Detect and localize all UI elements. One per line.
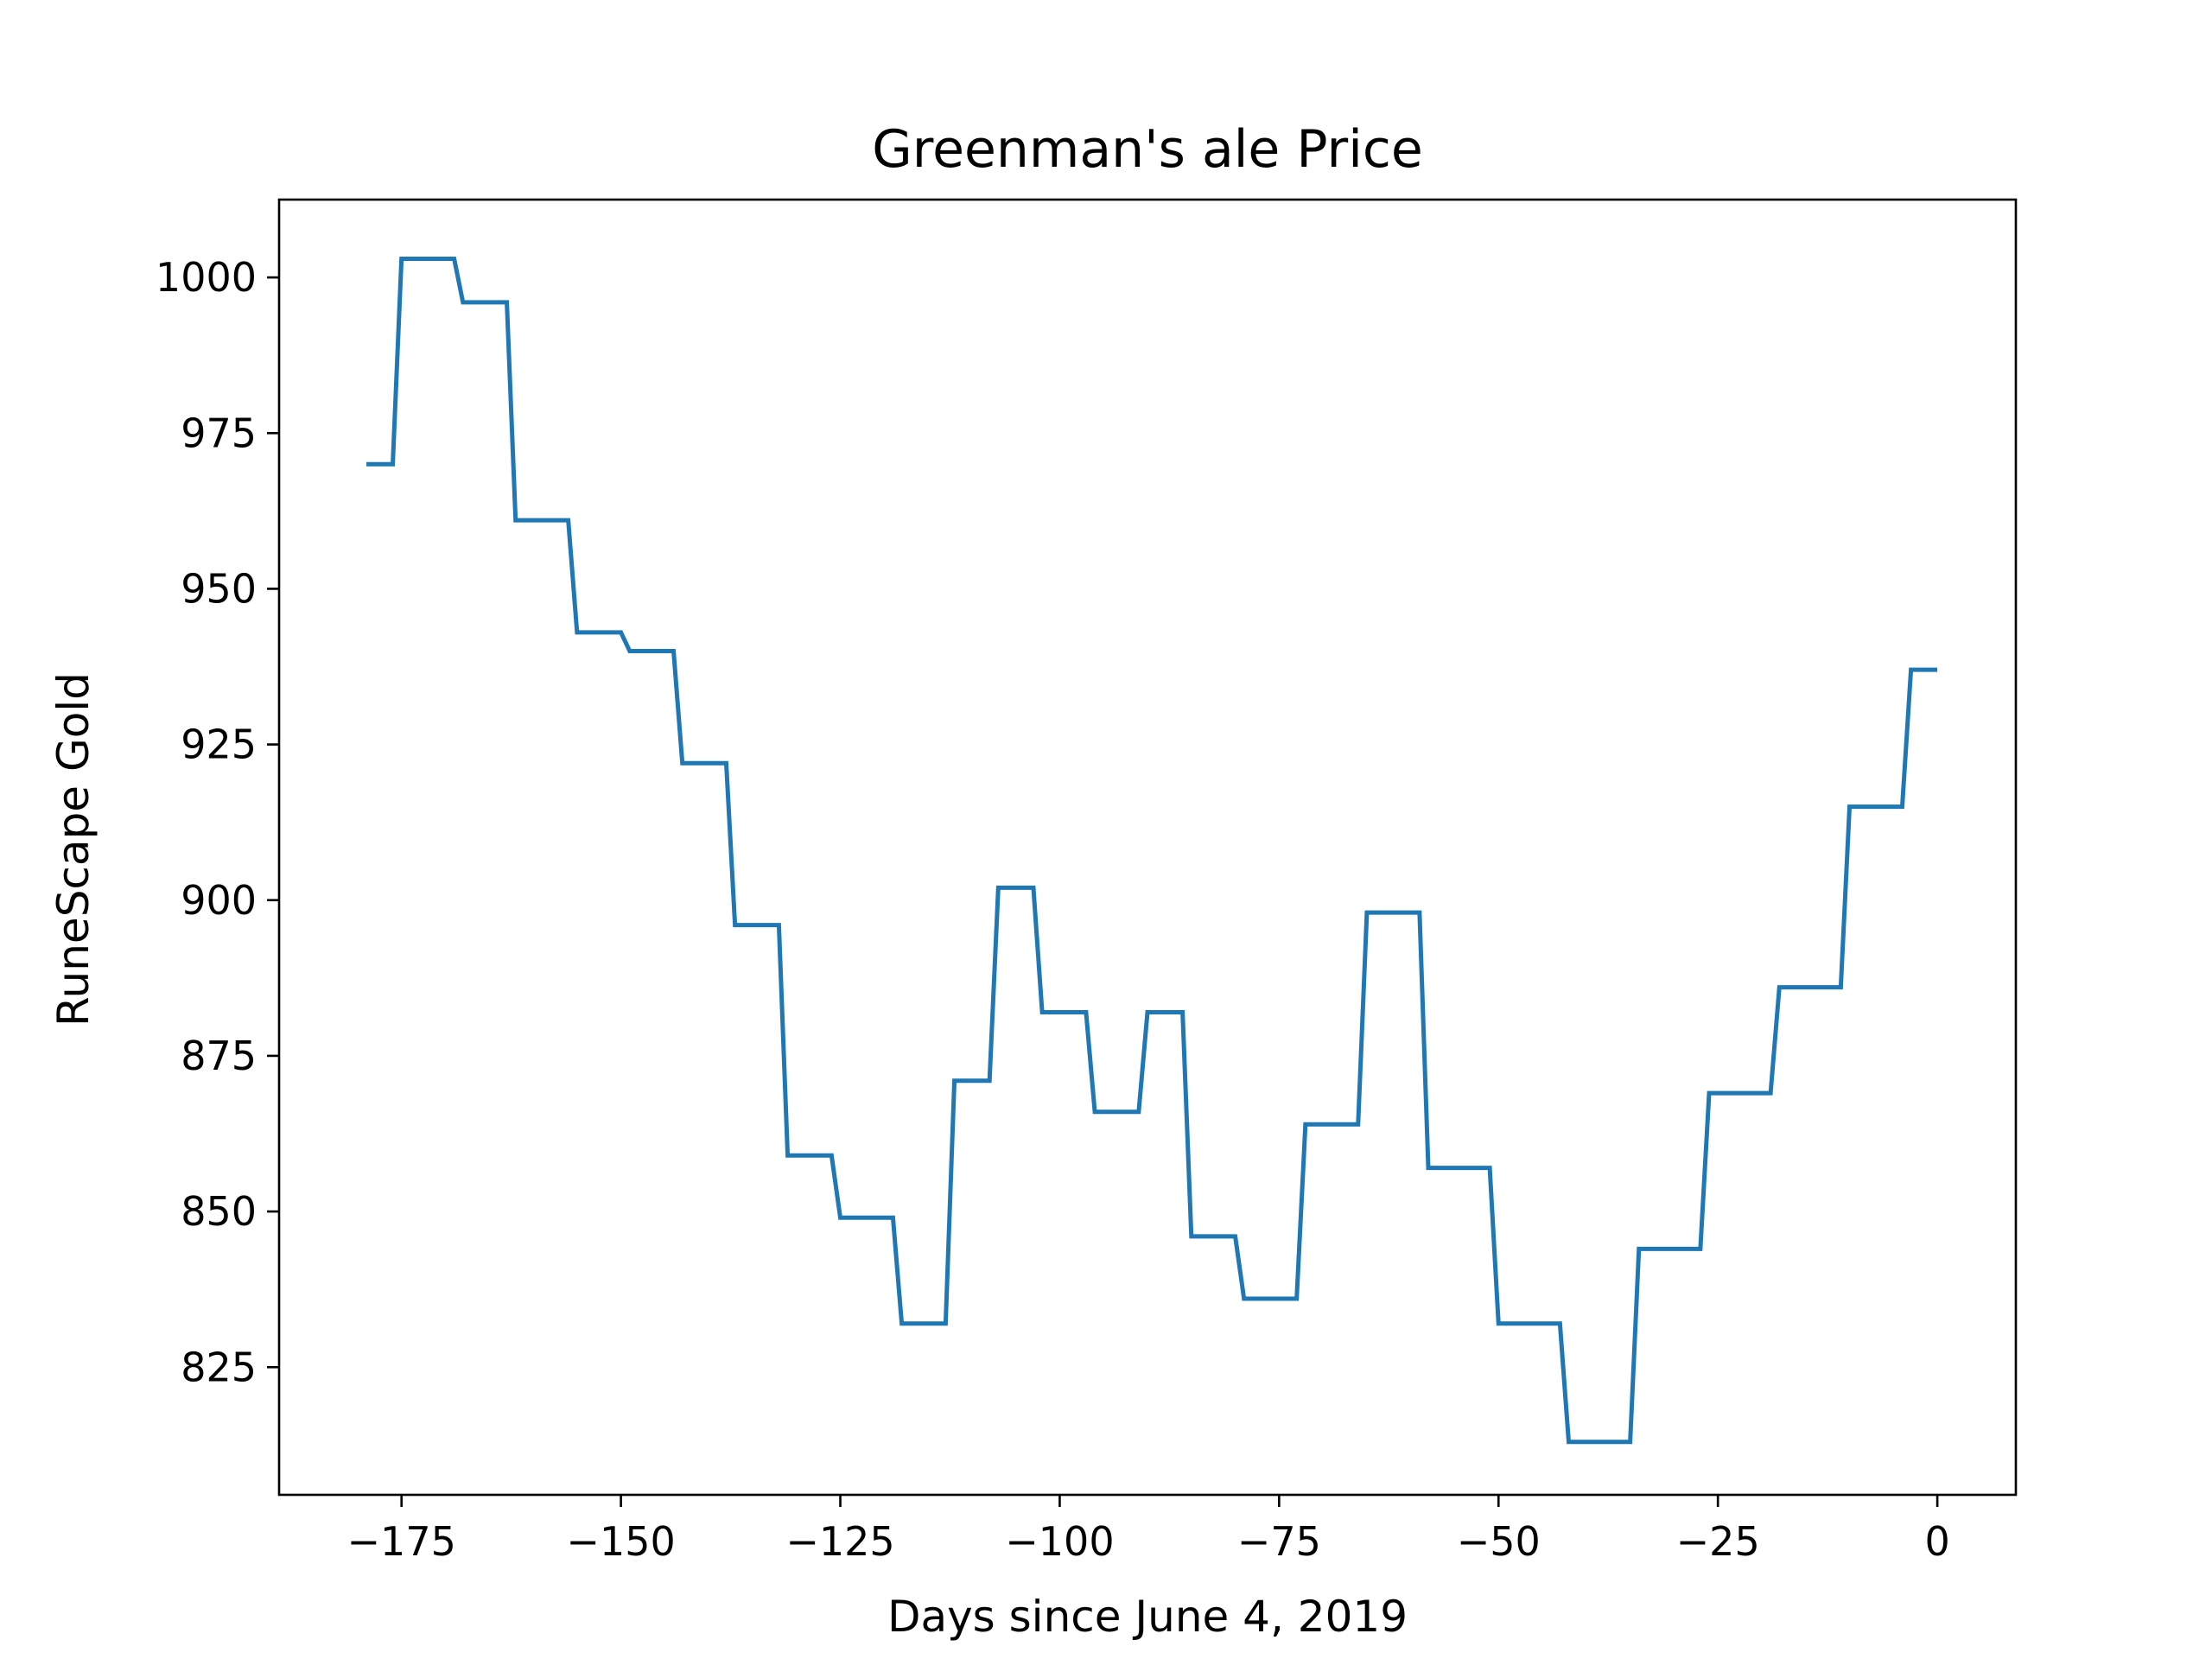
x-tick-label: −100 (1005, 1518, 1114, 1565)
y-tick-label: 925 (181, 721, 257, 768)
y-axis-ticks: 825 850 875 900 925 950 975 1000 (156, 254, 279, 1390)
x-tick-label: −175 (347, 1518, 456, 1565)
y-tick-label: 975 (181, 410, 257, 456)
y-tick-label: 1000 (156, 254, 257, 301)
x-tick-label: −50 (1457, 1518, 1541, 1565)
y-tick-label: 900 (181, 877, 257, 924)
x-tick-label: −75 (1237, 1518, 1321, 1565)
plot-frame (277, 198, 2018, 1497)
x-tick-label: −25 (1676, 1518, 1760, 1565)
chart-title: Greenman's ale Price (872, 119, 1423, 180)
y-tick-label: 875 (181, 1033, 257, 1079)
x-axis-label: Days since June 4, 2019 (887, 1592, 1408, 1642)
x-axis-ticks: −175 −150 −125 −100 −75 −50 −25 0 (347, 1495, 1950, 1565)
y-axis-label: RuneScape Gold (48, 672, 99, 1027)
series-line-0 (366, 256, 1938, 1445)
y-tick-label: 850 (181, 1188, 257, 1235)
x-tick-label: 0 (1924, 1518, 1949, 1565)
plot-area (366, 256, 1938, 1445)
x-tick-label: −125 (785, 1518, 894, 1565)
x-tick-label: −150 (566, 1518, 675, 1565)
y-tick-label: 825 (181, 1344, 257, 1390)
y-tick-label: 950 (181, 565, 257, 612)
